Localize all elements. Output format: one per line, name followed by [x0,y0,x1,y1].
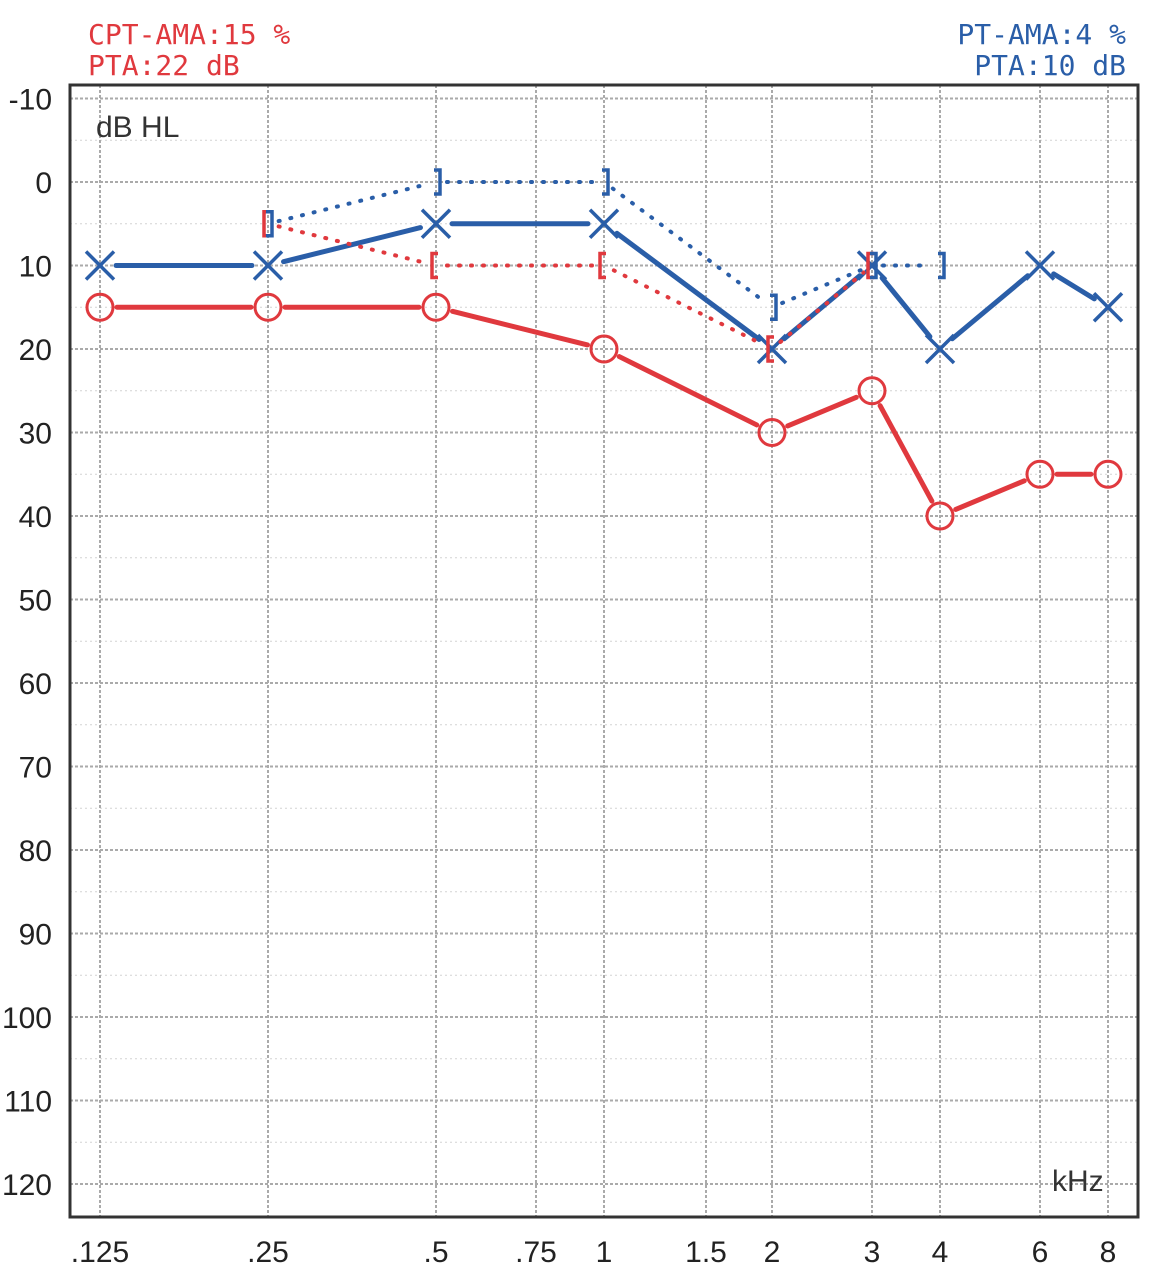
circle-marker [421,292,451,322]
circle-marker [757,418,787,447]
x-tick-labels: .125 .25 .5 .75 1 1.5 2 3 4 6 8 [71,1236,1117,1269]
x-tick-label: 4 [932,1236,949,1269]
series-segment [614,230,762,342]
x-marker [856,250,888,281]
series-segment [877,403,935,504]
y-tick-label: 50 [19,585,52,618]
y-tick-label: 10 [19,251,52,284]
bracket-close-marker [770,293,778,321]
grid-lines [70,85,1138,1217]
y-tick-label: 70 [19,752,52,785]
x-tick-label: 6 [1032,1236,1049,1269]
series-segment [879,275,933,340]
y-axis-label: dB HL [96,111,179,144]
circle-marker [589,334,619,364]
circle-marker [1093,459,1123,489]
x-tick-label: 3 [864,1236,881,1269]
x-tick-label: .75 [515,1236,557,1269]
x-tick-label: 1 [596,1236,613,1269]
series-segment [949,273,1031,342]
circle-marker [85,292,115,322]
x-marker [924,333,956,365]
series-segment [611,268,765,347]
series-segment [616,354,760,428]
x-tick-label: 2 [764,1236,781,1269]
x-marker [84,250,116,281]
y-tick-label: -10 [9,84,52,117]
x-marker [588,208,620,239]
y-tick-label: 30 [19,418,52,451]
series-segment [780,267,864,306]
x-axis-label: kHz [1052,1165,1104,1198]
series-segment [449,308,591,348]
left-bone-masked-series [266,168,946,321]
x-tick-label: 1.5 [685,1236,727,1269]
bracket-open-marker [430,251,438,280]
x-marker [420,208,452,239]
circle-marker [253,292,283,322]
x-marker [1092,292,1124,323]
series-segment [281,225,423,265]
bracket-close-marker [938,251,946,280]
series-segment [1051,271,1097,302]
plot-frame [68,83,1140,1219]
y-tick-label: 0 [35,167,52,200]
x-marker [252,250,284,281]
bracket-open-marker [598,251,606,280]
x-tick-label: .125 [71,1236,129,1269]
x-tick-label: .25 [247,1236,289,1269]
right-air-series [85,292,1123,531]
x-tick-label: .5 [423,1236,448,1269]
right-ear-pta: PTA:22 dB [88,49,240,82]
x-marker [1024,250,1056,281]
series-segment [785,394,859,429]
series-group [84,168,1124,531]
right-ear-cpt-ama: CPT-AMA:15 % [88,18,290,51]
left-ear-pta: PTA:10 dB [974,49,1126,82]
circle-marker [1025,459,1055,489]
y-tick-label: 90 [19,919,52,952]
series-segment [276,224,428,265]
bracket-open-marker [766,335,774,363]
y-tick-label: 80 [19,835,52,868]
bracket-close-marker [870,251,878,280]
circle-marker [925,501,955,531]
y-tick-label: 110 [4,1086,52,1119]
series-segment [610,186,766,303]
left-ear-pt-ama: PT-AMA:4 % [957,18,1126,51]
x-tick-label: 8 [1100,1236,1117,1269]
circle-marker [857,376,887,406]
bracket-close-marker [602,168,610,196]
bracket-close-marker [434,168,442,196]
series-segment [276,182,428,224]
y-tick-label: 40 [19,501,52,534]
y-tick-label: 20 [19,334,52,367]
bracket-close-marker [266,210,274,238]
y-tick-label: 120 [2,1169,52,1202]
left-air-series [84,208,1124,365]
series-segment [953,478,1027,512]
y-tick-labels: -10 0 10 20 30 40 50 60 70 80 90 100 110 120 [2,84,52,1203]
y-tick-label: 60 [19,668,52,701]
y-tick-label: 100 [2,1002,52,1035]
